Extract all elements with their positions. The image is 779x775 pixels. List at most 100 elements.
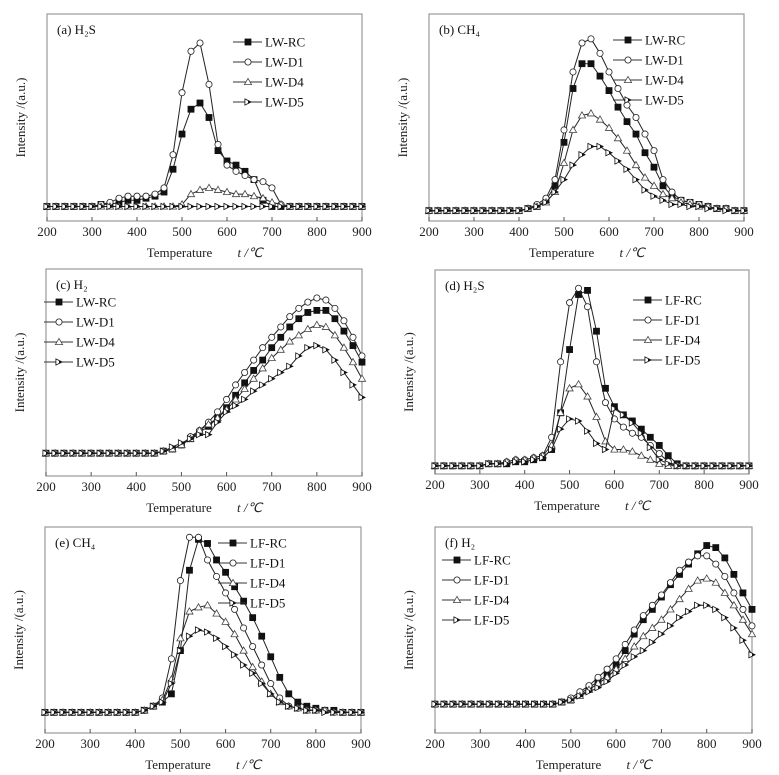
data-point: [748, 650, 756, 659]
data-point: [286, 362, 294, 371]
data-point: [241, 171, 249, 179]
data-point: [169, 202, 177, 211]
data-point: [194, 602, 203, 611]
data-point: [440, 700, 449, 708]
data-point: [668, 200, 676, 209]
x-tick-label: 200: [35, 736, 55, 751]
data-point: [685, 558, 693, 566]
legend-label: LF-RC: [250, 536, 287, 551]
data-point: [312, 320, 322, 328]
data-point: [548, 445, 556, 454]
data-point: [176, 577, 184, 585]
data-point: [648, 601, 656, 609]
legend-marker: [453, 556, 461, 564]
data-point: [230, 629, 239, 638]
data-point: [205, 202, 213, 211]
x-tick-label: 800: [689, 224, 709, 239]
legend-label: LF-D1: [474, 573, 509, 588]
data-point: [51, 449, 60, 457]
data-point: [721, 613, 729, 622]
data-point: [277, 368, 285, 377]
data-point: [739, 636, 747, 645]
series-line: [435, 383, 749, 467]
legend-marker: [452, 595, 462, 603]
data-point: [628, 419, 637, 427]
series-line: [45, 538, 361, 713]
data-point: [712, 544, 720, 551]
data-point: [43, 202, 51, 211]
data-point: [440, 462, 448, 470]
data-point: [601, 445, 610, 454]
data-point: [694, 601, 702, 610]
data-point: [676, 613, 684, 622]
data-point: [330, 708, 338, 717]
data-point: [578, 60, 586, 68]
data-point: [159, 447, 168, 455]
x-axis-label: Temperature: [529, 245, 595, 260]
data-point: [568, 125, 578, 133]
data-point: [86, 708, 95, 717]
data-point: [565, 383, 574, 392]
data-point: [321, 322, 331, 330]
data-point: [169, 151, 177, 159]
data-point: [434, 206, 442, 215]
x-tick-label: 500: [172, 224, 192, 239]
data-point: [339, 343, 349, 351]
x-tick-label: 300: [470, 477, 490, 492]
data-point: [560, 138, 568, 146]
data-point: [620, 654, 630, 662]
data-point: [205, 114, 213, 121]
data-point: [168, 690, 175, 698]
data-point: [443, 206, 451, 215]
data-point: [79, 202, 87, 211]
legend-entry: LW-D4: [233, 75, 304, 90]
data-point: [250, 367, 258, 374]
data-point: [68, 708, 77, 717]
data-point: [494, 460, 502, 468]
data-point: [286, 202, 294, 211]
data-point: [566, 299, 574, 307]
data-point: [610, 445, 619, 453]
legend-label: LW-D5: [645, 93, 684, 108]
data-point: [639, 631, 648, 640]
legend-label: LW-D4: [265, 75, 304, 90]
data-point: [322, 296, 330, 304]
data-point: [223, 161, 231, 169]
series-LF-D5: [431, 601, 756, 708]
data-point: [549, 700, 557, 708]
data-point: [204, 540, 211, 547]
data-point: [285, 337, 295, 345]
data-point: [664, 460, 673, 468]
series-line: [47, 42, 362, 207]
data-point: [558, 698, 566, 706]
data-point: [194, 626, 203, 634]
data-point: [613, 133, 623, 142]
data-point: [239, 646, 248, 654]
data-point: [566, 346, 573, 353]
data-point: [479, 206, 487, 215]
data-point: [713, 204, 721, 213]
data-point: [214, 202, 222, 211]
plot-frame: [44, 526, 362, 734]
legend-marker: [54, 337, 64, 346]
legend-marker: [644, 296, 652, 304]
data-point: [695, 202, 703, 211]
data-point: [214, 418, 222, 426]
data-point: [187, 105, 195, 113]
data-point: [648, 623, 657, 631]
data-point: [195, 185, 205, 193]
data-point: [178, 89, 186, 97]
data-point: [133, 202, 141, 211]
data-point: [449, 700, 458, 708]
data-point: [187, 47, 195, 55]
data-point: [621, 640, 629, 648]
x-tick-label: 500: [561, 736, 581, 751]
series-LF-RC: [41, 535, 365, 716]
data-point: [349, 342, 357, 349]
data-point: [331, 356, 339, 364]
x-tick-label: 700: [261, 736, 281, 751]
series-LF-D1: [41, 533, 365, 716]
data-point: [186, 189, 196, 198]
data-point: [203, 600, 212, 609]
x-tick-label: 500: [554, 224, 574, 239]
